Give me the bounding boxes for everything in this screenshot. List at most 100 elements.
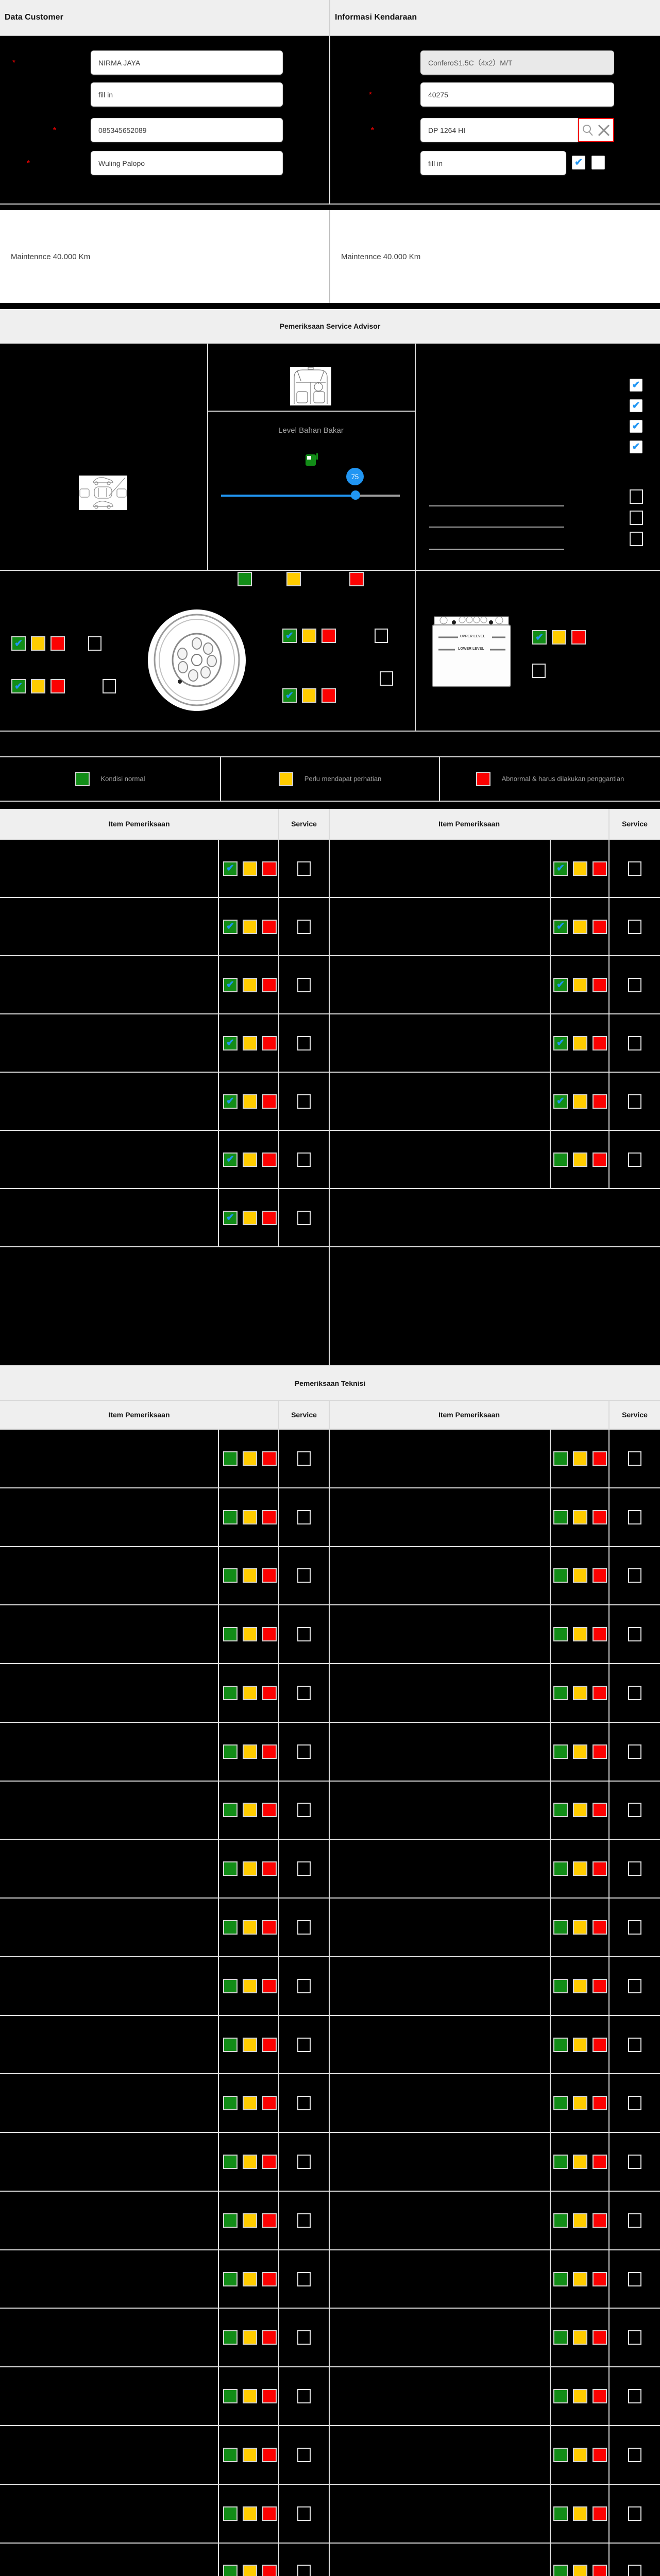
indicator-green[interactable] — [223, 2037, 238, 2052]
indicator-yellow[interactable] — [573, 1978, 587, 1993]
service-checkbox[interactable] — [628, 2155, 641, 2170]
indicator-red[interactable] — [262, 1152, 277, 1167]
service-checkbox[interactable] — [297, 2272, 311, 2286]
indicator-red[interactable] — [262, 2272, 277, 2286]
indicator-yellow[interactable] — [243, 2155, 257, 2170]
indicator-red[interactable] — [593, 2096, 607, 2111]
indicator-red[interactable] — [593, 1803, 607, 1818]
indicator-yellow[interactable] — [573, 2213, 587, 2228]
indicator-yellow[interactable] — [243, 1920, 257, 1935]
indicator-yellow[interactable] — [243, 2330, 257, 2345]
indicator-yellow[interactable] — [302, 629, 316, 643]
indicator-yellow[interactable] — [573, 2330, 587, 2345]
service-checkbox[interactable] — [297, 2389, 311, 2404]
indicator-yellow[interactable] — [243, 2389, 257, 2404]
indicator-yellow[interactable] — [243, 1036, 257, 1050]
service-checkbox[interactable] — [297, 1036, 311, 1050]
service-checkbox[interactable] — [628, 2506, 641, 2521]
service-checkbox[interactable] — [297, 2155, 311, 2170]
indicator-red[interactable] — [593, 1978, 607, 1993]
checkbox-empty[interactable] — [630, 532, 643, 546]
service-checkbox[interactable] — [297, 1920, 311, 1935]
indicator-yellow[interactable] — [243, 1568, 257, 1583]
service-checkbox[interactable] — [297, 1210, 311, 1225]
indicator-red[interactable] — [593, 1861, 607, 1876]
service-checkbox[interactable] — [297, 2096, 311, 2111]
service-checkbox[interactable] — [628, 919, 641, 934]
service-checkbox[interactable] — [297, 1568, 311, 1583]
indicator-red[interactable] — [262, 1094, 277, 1109]
indicator-yellow[interactable] — [573, 2037, 587, 2052]
indicator-yellow[interactable] — [573, 1803, 587, 1818]
indicator-red[interactable] — [593, 1094, 607, 1109]
indicator-red[interactable] — [593, 1920, 607, 1935]
service-checkbox[interactable] — [628, 2565, 641, 2576]
indicator-red[interactable] — [593, 1568, 607, 1583]
indicator-red[interactable] — [593, 2447, 607, 2462]
indicator-green[interactable] — [223, 1920, 238, 1935]
indicator-green-checked[interactable]: ✔ — [553, 1036, 568, 1050]
indicator-red[interactable] — [593, 2330, 607, 2345]
checkbox-empty[interactable] — [630, 489, 643, 504]
indicator-green[interactable] — [553, 2330, 568, 2345]
indicator-yellow[interactable] — [243, 1510, 257, 1524]
indicator-yellow[interactable] — [573, 1685, 587, 1700]
indicator-green[interactable] — [553, 2155, 568, 2170]
service-checkbox[interactable] — [628, 1744, 641, 1759]
plate-search-button[interactable] — [578, 118, 614, 142]
service-checkbox[interactable] — [628, 977, 641, 992]
indicator-yellow[interactable] — [243, 1094, 257, 1109]
service-checkbox[interactable] — [297, 1627, 311, 1642]
service-checkbox[interactable] — [380, 671, 393, 686]
indicator-green-checked[interactable]: ✔ — [553, 977, 568, 992]
service-checkbox[interactable] — [297, 1510, 311, 1524]
indicator-green-checked[interactable]: ✔ — [223, 1036, 238, 1050]
indicator-green[interactable] — [223, 1685, 238, 1700]
checkbox-checked[interactable]: ✔ — [630, 399, 642, 412]
close-icon[interactable] — [597, 123, 611, 138]
indicator-yellow[interactable] — [243, 1152, 257, 1167]
indicator-yellow[interactable] — [243, 919, 257, 934]
indicator-red[interactable] — [593, 1152, 607, 1167]
service-checkbox[interactable] — [297, 2565, 311, 2576]
service-checkbox[interactable] — [375, 629, 388, 643]
indicator-green[interactable] — [223, 1803, 238, 1818]
service-checkbox[interactable] — [297, 861, 311, 876]
indicator-green-checked[interactable]: ✔ — [11, 636, 26, 651]
service-checkbox[interactable] — [297, 1451, 311, 1466]
service-checkbox[interactable] — [297, 2213, 311, 2228]
indicator-red[interactable] — [593, 2213, 607, 2228]
indicator-green-checked[interactable]: ✔ — [223, 1210, 238, 1225]
indicator-green[interactable] — [553, 1744, 568, 1759]
indicator-yellow[interactable] — [243, 1627, 257, 1642]
service-checkbox[interactable] — [297, 1152, 311, 1167]
indicator-yellow[interactable] — [573, 2155, 587, 2170]
indicator-yellow[interactable] — [573, 1861, 587, 1876]
service-checkbox[interactable] — [628, 2213, 641, 2228]
indicator-red[interactable] — [593, 1685, 607, 1700]
indicator-green[interactable] — [223, 2213, 238, 2228]
service-checkbox[interactable] — [628, 2447, 641, 2462]
indicator-yellow[interactable] — [243, 1803, 257, 1818]
indicator-yellow[interactable] — [243, 2096, 257, 2111]
indicator-green[interactable] — [553, 2565, 568, 2576]
indicator-green[interactable] — [553, 1568, 568, 1583]
indicator-red[interactable] — [262, 1920, 277, 1935]
indicator-green[interactable] — [553, 1920, 568, 1935]
indicator-yellow[interactable] — [243, 1978, 257, 1993]
search-icon[interactable] — [581, 124, 595, 137]
indicator-green[interactable] — [223, 2330, 238, 2345]
checkbox-empty[interactable] — [630, 511, 643, 525]
service-checkbox[interactable] — [297, 2506, 311, 2521]
indicator-red[interactable] — [262, 1627, 277, 1642]
indicator-red[interactable] — [50, 679, 65, 693]
indicator-green[interactable] — [553, 2272, 568, 2286]
indicator-green-checked[interactable]: ✔ — [553, 861, 568, 876]
indicator-yellow[interactable] — [573, 1744, 587, 1759]
indicator-green[interactable] — [553, 2389, 568, 2404]
indicator-red[interactable] — [262, 2447, 277, 2462]
indicator-red[interactable] — [262, 2155, 277, 2170]
indicator-green-checked[interactable]: ✔ — [11, 679, 26, 693]
service-checkbox[interactable] — [628, 2037, 641, 2052]
indicator-green[interactable] — [553, 1803, 568, 1818]
